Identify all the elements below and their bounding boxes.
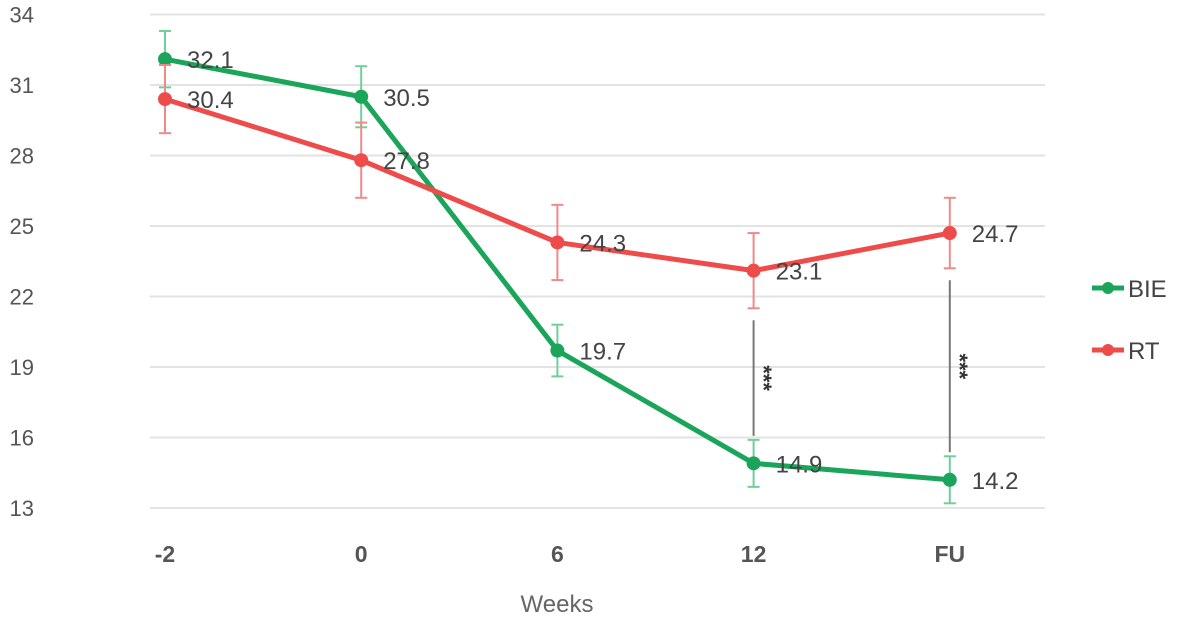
x-tick-label: 12 [741, 541, 767, 567]
data-point [746, 456, 761, 471]
data-point [158, 92, 172, 107]
y-tick-label: 34 [10, 3, 34, 28]
data-point [158, 52, 172, 67]
y-tick-label: 31 [10, 73, 34, 98]
data-label: 24.7 [972, 221, 1019, 248]
y-tick-label: 19 [10, 355, 34, 380]
data-label: 27.8 [383, 148, 430, 175]
x-tick-label: 0 [355, 541, 368, 567]
data-point [746, 263, 761, 278]
y-tick-label: 25 [10, 214, 34, 239]
y-tick-label: 22 [10, 285, 34, 310]
y-tick-label: 28 [10, 144, 34, 169]
significance-stars: *** [751, 365, 776, 391]
data-label: 30.5 [383, 85, 430, 112]
legend-label: BIE [1128, 276, 1167, 303]
data-point [550, 235, 565, 250]
data-label: 19.7 [579, 339, 626, 366]
data-label: 30.4 [187, 87, 234, 114]
data-label: 14.2 [972, 468, 1019, 495]
data-label: 23.1 [776, 259, 823, 286]
y-tick-label: 13 [10, 496, 34, 521]
legend-marker [1102, 282, 1114, 294]
significance-stars: *** [947, 353, 972, 379]
data-point [354, 153, 369, 168]
data-label: 32.1 [187, 47, 234, 74]
data-label: 24.3 [579, 230, 626, 257]
legend-label: RT [1128, 338, 1160, 365]
x-tick-label: FU [934, 541, 965, 567]
data-point [942, 226, 957, 241]
data-label: 14.9 [776, 451, 823, 478]
x-tick-label: -2 [155, 541, 175, 567]
data-point [354, 89, 369, 104]
y-tick-label: 16 [10, 426, 34, 451]
data-point [550, 343, 565, 358]
data-point [942, 472, 957, 487]
legend-marker [1102, 344, 1114, 356]
x-tick-label: 6 [551, 541, 564, 567]
x-axis-label: Weeks [521, 591, 594, 617]
